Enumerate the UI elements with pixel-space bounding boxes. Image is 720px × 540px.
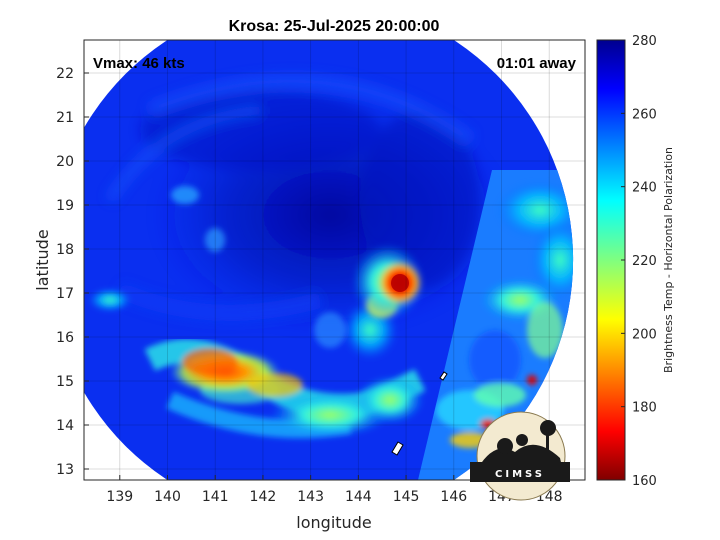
x-tick-label: 146 — [440, 489, 467, 505]
colorbar-tick-label: 280 — [632, 34, 657, 49]
x-tick-label: 139 — [106, 489, 133, 505]
colorbar-label: Brightness Temp - Horizontal Polarizatio… — [662, 147, 675, 373]
y-tick-label: 22 — [56, 66, 74, 82]
y-axis-label: latitude — [33, 229, 52, 290]
chart-title: Krosa: 25-Jul-2025 20:00:00 — [229, 18, 440, 35]
x-tick-label: 143 — [297, 489, 324, 505]
colorbar-tick-label: 240 — [632, 181, 657, 196]
time-away-annotation: 01:01 away — [497, 55, 577, 72]
y-tick-label: 18 — [56, 242, 74, 258]
colorbar-tick-label: 160 — [632, 474, 657, 489]
y-tick-label: 13 — [56, 462, 74, 478]
colorbar-tick-labels: 160 180 200 220 240 260 280 — [621, 34, 657, 489]
colorbar-tick-label: 260 — [632, 107, 657, 122]
y-tick-label: 19 — [56, 198, 74, 214]
colorbar-tick-label: 180 — [632, 401, 657, 416]
cimss-logo-text: CIMSS — [495, 469, 545, 480]
x-tick-label: 142 — [250, 489, 277, 505]
vmax-annotation: Vmax: 46 kts — [93, 55, 185, 72]
colorbar-tick-label: 200 — [632, 327, 657, 342]
axes-frame — [83, 39, 586, 481]
y-tick-label: 17 — [56, 286, 74, 302]
y-tick-label: 14 — [56, 418, 74, 434]
y-tick-label: 16 — [56, 330, 74, 346]
cimss-logo: CIMSS — [470, 411, 570, 501]
x-axis-label: longitude — [296, 513, 371, 532]
x-tick-label: 141 — [202, 489, 229, 505]
brightness-temp-swath — [84, 40, 574, 480]
x-tick-label: 145 — [393, 489, 420, 505]
colorbar — [596, 39, 626, 481]
y-tick-label: 15 — [56, 374, 74, 390]
gridlines — [84, 40, 585, 480]
y-tick-label: 21 — [56, 110, 74, 126]
y-tick-label: 20 — [56, 154, 74, 170]
x-tick-label: 140 — [154, 489, 181, 505]
colorbar-tick-label: 220 — [632, 254, 657, 269]
y-tick-labels: 13 14 15 16 17 18 19 20 21 22 — [56, 66, 74, 478]
x-tick-label: 144 — [345, 489, 372, 505]
